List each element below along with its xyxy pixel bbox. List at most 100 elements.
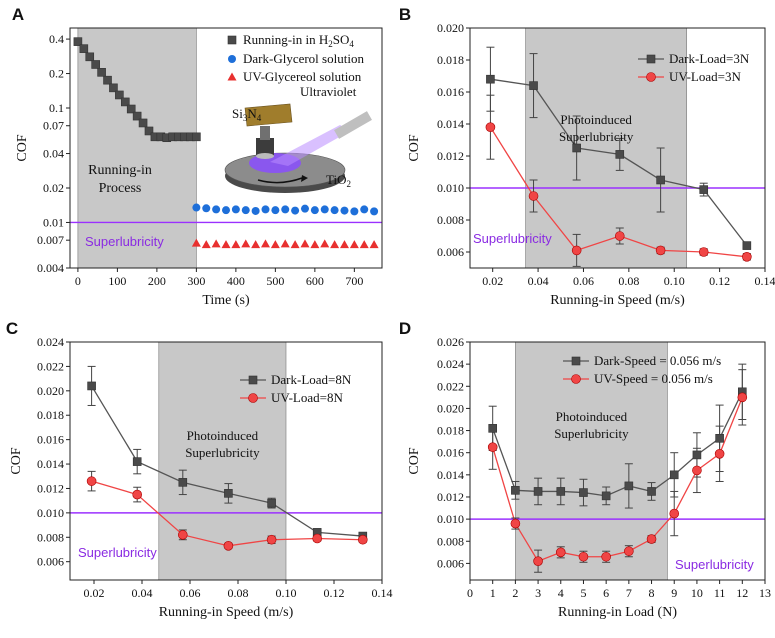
text-span: TiO [326,172,346,187]
x-tick-label: 0.12 [324,586,345,600]
panel-label: B [399,5,411,24]
data-point-uv [357,534,368,545]
x-tick-label: 0.04 [132,586,153,600]
data-point-uv [624,546,634,557]
data-point-uv-glycerol [320,239,330,248]
plot-frame [69,341,383,581]
data-point-dark [87,381,96,391]
data-point-dark [529,81,538,90]
data-point-dark-glycerol [192,203,201,212]
text-span: 4 [257,113,262,123]
data-point-running-in [79,44,89,53]
data-point-running-in [126,104,136,114]
x-tick-label: 2 [512,586,518,600]
legend-label: UV-Load=3N [669,69,741,84]
y-tick-label: 0.02 [43,181,64,195]
y-tick-label: 0.016 [37,433,64,447]
data-point-running-in [109,83,118,93]
data-point-dark-glycerol [271,206,280,215]
text-span: 2 [346,179,351,189]
x-tick-label: 200 [148,274,166,288]
x-tick-label: 400 [227,274,245,288]
data-point-dark [511,486,520,495]
data-point-dark [669,470,679,480]
inset-label-ultraviolet: Ultraviolet [300,84,357,99]
data-point-uv [510,518,521,529]
y-tick-label: 0.04 [43,147,64,161]
annotation-photoinduced: Photoinduced [187,428,259,443]
data-point-dark-glycerol [320,205,329,214]
data-point-uv-glycerol [191,238,201,247]
x-tick-label: 0.10 [276,586,297,600]
x-tick-label: 0.08 [228,586,249,600]
x-tick-label: 3 [535,586,541,600]
data-point-uv [555,547,566,558]
y-tick-label: 0.026 [437,335,464,349]
data-point-uv [742,251,752,262]
data-point-uv [646,534,657,544]
data-point-uv-glycerol [201,240,211,249]
data-point-uv-glycerol [260,239,270,248]
x-axis-label: Running-in Speed (m/s) [550,293,685,308]
legend-marker [646,72,656,82]
text-span: 2 [328,39,333,49]
y-tick-label: 0.020 [437,401,464,415]
data-point-uv [533,556,543,566]
legend-label: Dark-Speed = 0.056 m/s [594,353,721,368]
legend-marker [571,356,581,366]
data-point-dark-glycerol [350,207,359,216]
data-point-dark [647,487,656,496]
y-tick-label: 0.008 [437,213,464,227]
ball [256,153,274,159]
data-point-uv [223,541,234,551]
x-tick-label: 4 [558,586,564,600]
y-tick-label: 0.012 [37,481,64,495]
data-point-uv [737,392,748,403]
annotation-superlubricity-shaded: Superlubricity [185,445,260,460]
data-point-running-in [97,68,106,77]
y-tick-label: 0.006 [437,245,464,259]
annotation-photoinduced: Photoinduced [560,112,632,127]
y-tick-label: 0.010 [437,512,464,526]
x-tick-label: 8 [649,586,655,600]
annotation-superlubricity: Superlubricity [78,545,157,560]
data-point-uv [714,449,725,459]
x-tick-label: 10 [691,586,703,600]
data-point-dark-glycerol [241,206,250,215]
y-tick-label: 0.014 [37,457,64,471]
y-axis-label: COF [15,134,30,161]
data-point-dark-glycerol [202,204,211,213]
y-tick-label: 0.022 [437,379,464,393]
data-point-running-in [120,97,130,107]
legend-label: Dark-Load=3N [669,51,750,66]
data-point-dark-glycerol [300,204,309,213]
data-point-uv-glycerol [270,240,280,249]
data-point-dark-glycerol [251,206,260,215]
data-point-dark [615,150,625,159]
data-point-uv-glycerol [290,240,300,249]
data-point-uv [692,465,702,476]
x-tick-label: 100 [108,274,126,288]
y-tick-label: 0.018 [437,53,464,67]
data-point-uv [528,191,539,201]
annotation-superlubricity: Superlubricity [473,231,552,246]
inset-illustration: Si3N4 Ultraviolet TiO2 [224,84,372,193]
x-tick-label: 6 [603,586,609,600]
legend-marker-square [227,35,237,45]
rotation-arrow [257,177,303,184]
x-tick-label: 0.12 [709,274,730,288]
x-tick-label: 7 [626,586,632,600]
y-tick-label: 0.012 [437,490,464,504]
x-tick-label: 12 [736,586,748,600]
text-span: SO [333,32,350,47]
annotation-superlubricity: Superlubricity [675,557,754,572]
holder-shaft [260,126,270,140]
y-tick-label: 0.024 [37,335,64,349]
x-tick-label: 11 [714,586,726,600]
x-tick-label: 1 [490,586,496,600]
plot-frame [469,27,766,269]
panel-label: D [399,319,411,338]
data-point-dark [178,478,188,487]
data-point-running-in [85,52,95,62]
x-tick-label: 0 [467,586,473,600]
